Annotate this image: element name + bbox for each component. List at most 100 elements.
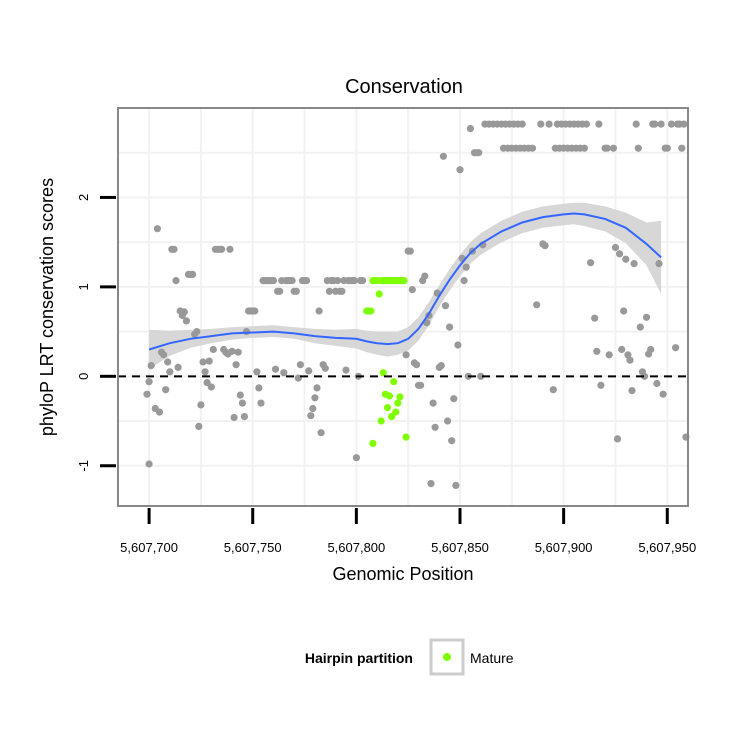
smooth-line-group (148, 212, 662, 351)
data-point (145, 378, 153, 386)
data-point (672, 344, 680, 352)
data-point (477, 372, 485, 380)
legend-mature-dot (443, 653, 451, 661)
x-tick-label: 5,607,900 (535, 540, 593, 555)
data-point (429, 399, 437, 407)
mature-point (379, 369, 387, 377)
data-point (350, 277, 358, 285)
x-tick-label: 5,607,850 (431, 540, 489, 555)
data-point (663, 144, 671, 152)
mature-point (400, 277, 408, 285)
mature-point (377, 417, 385, 425)
data-point (456, 166, 464, 174)
x-tick-label: 5,607,950 (638, 540, 696, 555)
data-point (622, 255, 630, 263)
data-point (305, 367, 313, 375)
data-point (325, 287, 333, 295)
mature-point (383, 404, 392, 412)
data-point (653, 379, 661, 388)
data-point (406, 247, 414, 255)
legend: Hairpin partition Mature (305, 638, 514, 676)
data-point (164, 358, 172, 366)
plot-panel-background (118, 108, 688, 506)
data-point (624, 351, 632, 359)
data-point (618, 345, 626, 354)
x-axis-title: Genomic Position (332, 564, 473, 584)
data-point (170, 245, 178, 253)
data-point (655, 260, 663, 268)
data-point (313, 384, 321, 392)
data-point (616, 250, 624, 258)
data-point (276, 287, 284, 295)
data-point (659, 390, 667, 398)
data-point (193, 328, 201, 336)
data-point (603, 144, 611, 152)
data-point (189, 270, 197, 278)
data-point (454, 341, 462, 349)
data-point (444, 417, 452, 425)
data-point (166, 368, 174, 376)
data-point (609, 144, 618, 152)
mature-point (396, 393, 404, 401)
data-point (315, 307, 323, 315)
data-point (446, 323, 454, 331)
data-point (342, 366, 350, 374)
data-point (207, 383, 215, 391)
data-point (321, 364, 329, 372)
data-point (309, 404, 317, 413)
legend-mature-label: Mature (470, 650, 514, 666)
mature-point (385, 392, 394, 400)
data-point (288, 277, 296, 285)
data-point (634, 144, 642, 152)
data-point (234, 348, 242, 356)
data-point (431, 423, 439, 431)
mature-point (367, 307, 375, 315)
legend-title: Hairpin partition (305, 650, 413, 666)
x-tick-label: 5,607,700 (120, 540, 178, 555)
data-point (632, 120, 640, 128)
data-point (439, 152, 447, 160)
data-points (143, 120, 690, 489)
data-point (253, 368, 261, 376)
y-tick-label: 2 (76, 194, 91, 201)
data-point (257, 399, 265, 407)
data-point (218, 245, 226, 253)
data-point (667, 120, 676, 128)
x-tick-label: 5,607,800 (327, 540, 385, 555)
data-point (628, 387, 636, 395)
data-point (466, 125, 474, 133)
data-point (251, 307, 259, 315)
data-point (611, 243, 620, 252)
data-point (475, 149, 483, 157)
data-point (209, 345, 217, 354)
data-point (174, 363, 182, 371)
data-point (160, 351, 168, 359)
data-point (647, 345, 655, 354)
data-point (528, 144, 537, 152)
data-point (462, 263, 470, 271)
data-point (605, 351, 613, 359)
mature-point (390, 378, 398, 386)
data-point (626, 356, 634, 364)
data-point (680, 120, 688, 128)
data-point (352, 454, 360, 462)
data-point (549, 386, 557, 394)
data-point (311, 394, 319, 402)
y-axis-title: phyloP LRT conservation scores (37, 178, 57, 436)
data-point (657, 120, 665, 128)
data-point (448, 437, 456, 445)
y-axis: -1 0 1 2 (76, 194, 116, 472)
data-point (582, 120, 591, 128)
mature-point (394, 399, 402, 407)
data-point (452, 481, 460, 489)
data-point (155, 408, 164, 416)
data-point (307, 412, 315, 420)
data-point (292, 287, 300, 295)
data-point (201, 368, 209, 376)
data-point (595, 120, 603, 128)
data-point (238, 399, 246, 407)
x-axis: 5,607,700 5,607,750 5,607,800 5,607,850 5,60… (120, 508, 696, 555)
data-point (317, 429, 325, 437)
data-point (417, 381, 425, 389)
